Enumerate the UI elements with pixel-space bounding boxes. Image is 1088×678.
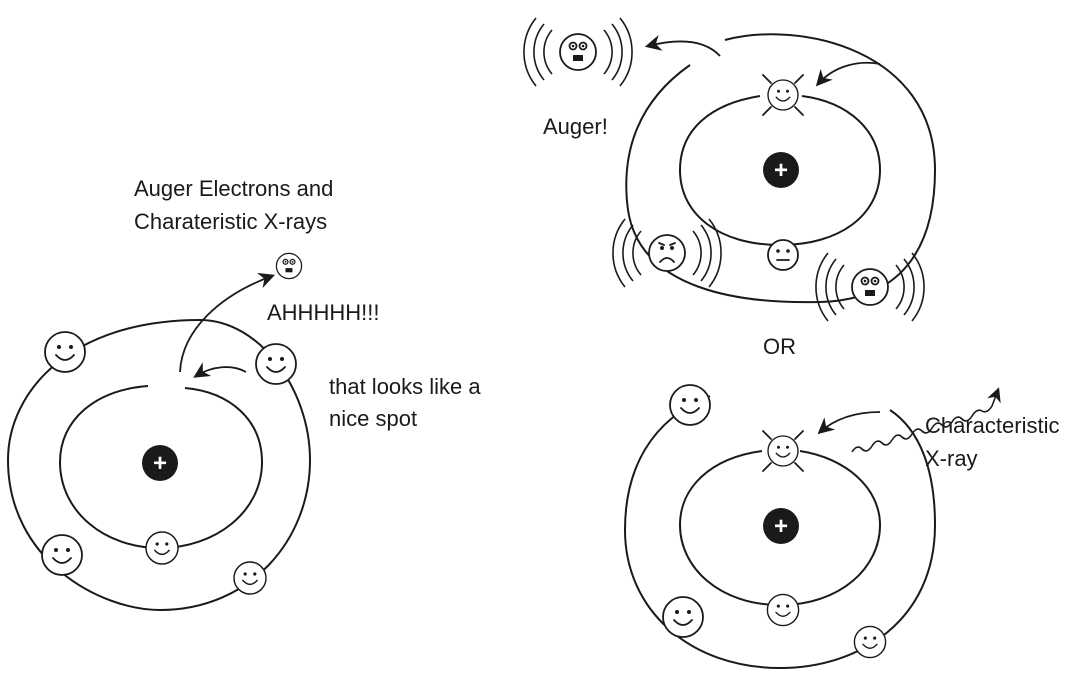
title-line-2: Charateristic X-rays: [134, 209, 327, 234]
auger-emitted-electron: [523, 17, 633, 87]
ejection-arrow: [179, 272, 276, 373]
xray-nucleus: [763, 508, 799, 544]
auger-scared-electron: [815, 252, 925, 322]
xray-nucleus-plus: +: [774, 513, 788, 540]
auger-fill-arrow: [815, 61, 881, 87]
xray-electron-topleft: [669, 384, 711, 426]
xray-electron-bottomright: [853, 625, 887, 659]
xray-electron-inner: [766, 593, 800, 627]
or-label: OR: [763, 334, 796, 359]
scream-label: AHHHHH!!!: [267, 300, 379, 325]
xray-photon-wave: [851, 387, 1001, 453]
auger-filling-electron: [762, 74, 804, 116]
xray-atom: +: [623, 384, 1001, 670]
xray-filling-electron: [762, 430, 804, 472]
auger-atom: +: [523, 17, 937, 322]
left-nucleus-plus: +: [153, 450, 167, 477]
left-electron-topleft: [44, 331, 86, 373]
title-line-1: Auger Electrons and: [134, 176, 333, 201]
thought-line-2: nice spot: [329, 406, 417, 431]
xray-electron-bottomleft: [662, 596, 704, 638]
xray-outer-shell: [623, 395, 937, 670]
auger-nucleus: [763, 152, 799, 188]
auger-escape-arrow: [644, 35, 721, 57]
ejected-electron: [275, 252, 303, 280]
thought-line-1: that looks like a: [329, 374, 481, 399]
left-electron-bottomleft: [41, 534, 83, 576]
left-outer-shell: [6, 319, 312, 612]
xray-label-line-2: X-ray: [925, 446, 978, 471]
auger-label: Auger!: [543, 114, 608, 139]
xray-fill-arrow: [817, 411, 881, 435]
left-nucleus: [142, 445, 178, 481]
auger-neutral-electron: [767, 239, 799, 271]
xray-label-line-1: Characteristic: [925, 413, 1059, 438]
left-electron-topright: [255, 343, 297, 385]
left-atom: +: [6, 252, 312, 612]
left-electron-inner: [145, 531, 179, 565]
transition-arrow: [193, 362, 247, 378]
left-electron-bottomright: [233, 561, 267, 595]
auger-frown-electron: [612, 218, 722, 288]
auger-nucleus-plus: +: [774, 157, 788, 184]
